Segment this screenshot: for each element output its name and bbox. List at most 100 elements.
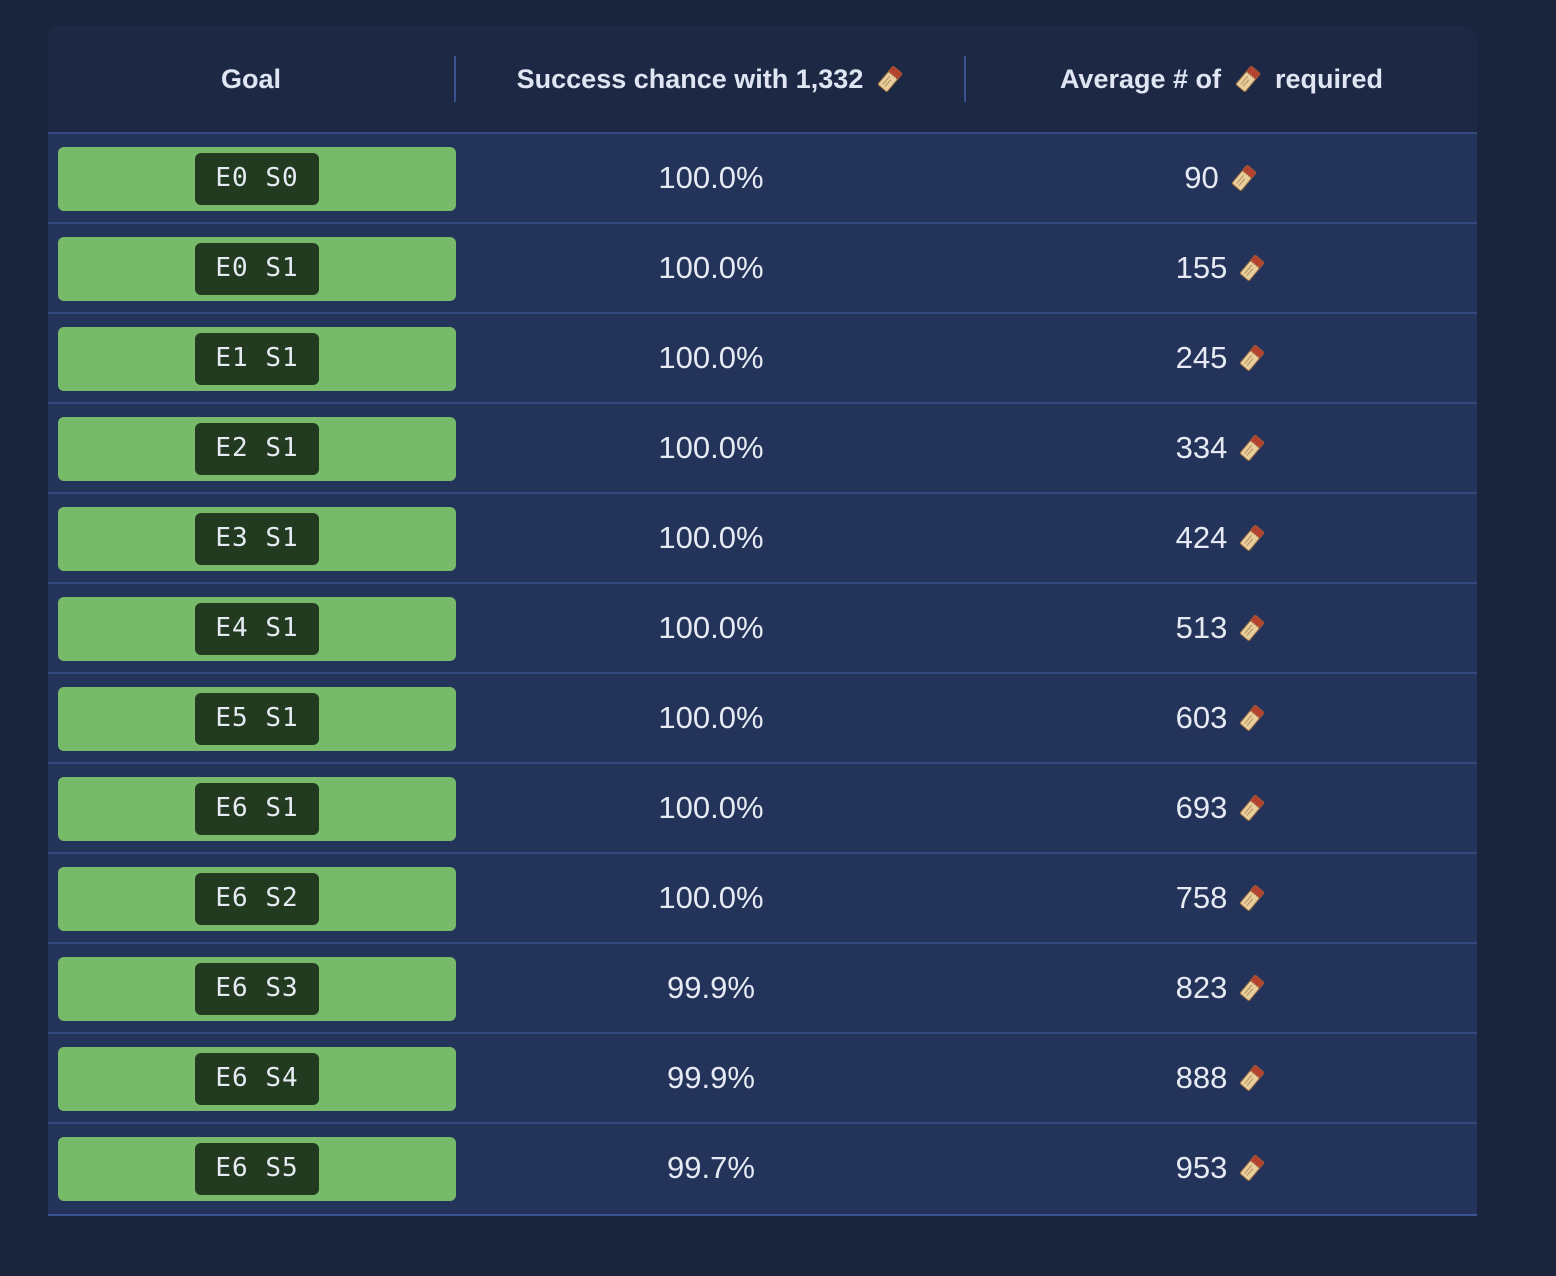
table-row: E6 S2 100.0% 758 [48, 854, 1477, 944]
goal-label: E3 S1 [195, 513, 319, 565]
success-chance-value: 100.0% [658, 700, 764, 735]
table-row: E1 S1 100.0% 245 [48, 314, 1477, 404]
pass-ticket-icon [1237, 973, 1267, 1003]
table-row: E3 S1 100.0% 424 [48, 494, 1477, 584]
average-required-cell: 953 [966, 1124, 1477, 1212]
table-row: E5 S1 100.0% 603 [48, 674, 1477, 764]
goal-bar: E4 S1 [58, 597, 456, 661]
success-chance-value: 100.0% [658, 880, 764, 915]
pass-ticket-icon [1237, 613, 1267, 643]
column-header-goal-label: Goal [220, 63, 281, 94]
pass-ticket-icon [1237, 253, 1267, 283]
pass-ticket-icon [1229, 163, 1259, 193]
success-chance-cell: 100.0% [456, 404, 966, 492]
success-chance-value: 100.0% [658, 160, 764, 195]
table-row: E0 S0 100.0% 90 [48, 134, 1477, 224]
table-row: E4 S1 100.0% 513 [48, 584, 1477, 674]
pass-ticket-icon [1237, 523, 1267, 553]
goal-label: E6 S4 [195, 1053, 319, 1105]
average-required-value: 513 [1175, 610, 1228, 645]
success-chance-cell: 100.0% [456, 584, 966, 672]
table-row: E6 S5 99.7% 953 [48, 1124, 1477, 1214]
goal-bar: E6 S2 [58, 867, 456, 931]
success-chance-cell: 100.0% [456, 494, 966, 582]
table-body: E0 S0 100.0% 90 E0 S1 100.0% 155 E1 S1 1… [48, 134, 1477, 1214]
goal-bar: E6 S4 [58, 1047, 456, 1111]
pass-ticket-icon [1237, 883, 1267, 913]
average-required-value: 155 [1175, 250, 1228, 285]
goal-label: E1 S1 [195, 333, 319, 385]
average-required-value: 603 [1175, 700, 1228, 735]
pass-ticket-icon [1237, 343, 1267, 373]
average-required-value: 693 [1175, 790, 1228, 825]
pass-ticket-icon [1237, 703, 1267, 733]
table-row: E6 S1 100.0% 693 [48, 764, 1477, 854]
column-divider [964, 56, 966, 102]
success-chance-value: 100.0% [658, 610, 764, 645]
average-required-value: 334 [1175, 430, 1228, 465]
column-header-average-suffix: required [1275, 63, 1384, 94]
goal-bar: E5 S1 [58, 687, 456, 751]
success-chance-cell: 99.9% [456, 1034, 966, 1122]
column-header-success-chance: Success chance with 1,332 [456, 26, 966, 132]
success-chance-cell: 100.0% [456, 674, 966, 762]
success-chance-value: 99.7% [667, 1150, 755, 1185]
success-chance-cell: 99.9% [456, 944, 966, 1032]
goal-label: E6 S5 [195, 1143, 319, 1195]
column-header-success-chance-label: Success chance with 1,332 [516, 63, 864, 94]
goal-label: E0 S0 [195, 153, 319, 205]
success-chance-value: 100.0% [658, 340, 764, 375]
success-chance-cell: 100.0% [456, 764, 966, 852]
table-row: E0 S1 100.0% 155 [48, 224, 1477, 314]
success-chance-value: 100.0% [658, 250, 764, 285]
success-chance-value: 100.0% [658, 790, 764, 825]
column-header-average-required: Average # of required [966, 26, 1477, 132]
goal-label: E5 S1 [195, 693, 319, 745]
average-required-cell: 888 [966, 1034, 1477, 1122]
average-required-cell: 823 [966, 944, 1477, 1032]
goal-label: E6 S1 [195, 783, 319, 835]
table-row: E6 S4 99.9% 888 [48, 1034, 1477, 1124]
average-required-cell: 90 [966, 134, 1477, 222]
goal-bar: E6 S1 [58, 777, 456, 841]
goal-label: E0 S1 [195, 243, 319, 295]
table-header: Goal Success chance with 1,332 Average #… [48, 26, 1477, 134]
average-required-cell: 155 [966, 224, 1477, 312]
average-required-cell: 245 [966, 314, 1477, 402]
average-required-value: 823 [1175, 970, 1228, 1005]
average-required-value: 758 [1175, 880, 1228, 915]
column-header-average-prefix: Average # of [1059, 63, 1222, 94]
success-chance-cell: 99.7% [456, 1124, 966, 1212]
goal-label: E4 S1 [195, 603, 319, 655]
success-chance-cell: 100.0% [456, 134, 966, 222]
success-chance-cell: 100.0% [456, 314, 966, 402]
pass-ticket-icon [1237, 793, 1267, 823]
average-required-value: 953 [1175, 1150, 1228, 1185]
average-required-value: 424 [1175, 520, 1228, 555]
table-row: E6 S3 99.9% 823 [48, 944, 1477, 1034]
average-required-cell: 693 [966, 764, 1477, 852]
table-row: E2 S1 100.0% 334 [48, 404, 1477, 494]
goal-bar: E2 S1 [58, 417, 456, 481]
goal-label: E6 S3 [195, 963, 319, 1015]
goal-bar: E6 S3 [58, 957, 456, 1021]
success-chance-value: 99.9% [667, 1060, 755, 1095]
pass-ticket-icon [1237, 433, 1267, 463]
success-chance-cell: 100.0% [456, 854, 966, 942]
average-required-cell: 513 [966, 584, 1477, 672]
column-header-goal: Goal [48, 26, 454, 132]
goal-label: E2 S1 [195, 423, 319, 475]
average-required-cell: 424 [966, 494, 1477, 582]
pass-ticket-icon [1233, 64, 1263, 94]
pass-ticket-icon [875, 64, 905, 94]
pass-ticket-icon [1237, 1063, 1267, 1093]
average-required-cell: 758 [966, 854, 1477, 942]
goal-bar: E0 S1 [58, 237, 456, 301]
goal-bar: E3 S1 [58, 507, 456, 571]
goal-bar: E0 S0 [58, 147, 456, 211]
probability-table: Goal Success chance with 1,332 Average #… [48, 26, 1477, 1216]
success-chance-value: 99.9% [667, 970, 755, 1005]
goal-bar: E6 S5 [58, 1137, 456, 1201]
success-chance-cell: 100.0% [456, 224, 966, 312]
column-divider [454, 56, 456, 102]
